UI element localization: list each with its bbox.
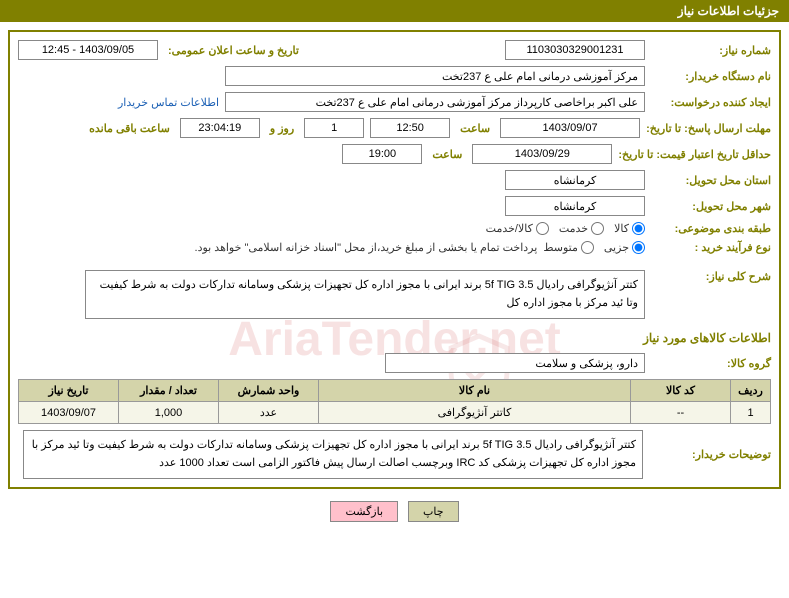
purchase-type-label: نوع فرآیند خرید :: [651, 241, 771, 254]
deadline-time-label: ساعت: [456, 122, 494, 135]
validity-date-field: 1403/09/29: [472, 144, 612, 164]
radio-service-label: خدمت: [559, 222, 588, 235]
back-button[interactable]: بازگشت: [330, 501, 398, 522]
need-number-field: 1103030329001231: [505, 40, 645, 60]
button-row: چاپ بازگشت: [0, 501, 789, 522]
items-section-title: اطلاعات کالاهای مورد نیاز: [18, 331, 771, 345]
col-unit: واحد شمارش: [219, 380, 319, 402]
page-header: جزئیات اطلاعات نیاز: [0, 0, 789, 22]
cell-row-num: 1: [731, 402, 771, 424]
main-form-panel: AriaTender.net شماره نیاز: 1103030329001…: [8, 30, 781, 489]
category-radio-group: کالا خدمت کالا/خدمت: [486, 222, 645, 235]
city-field: کرمانشاه: [505, 196, 645, 216]
radio-partial-label: جزیی: [604, 241, 629, 254]
row-requester: ایجاد کننده درخواست: علی اکبر براخاصی کا…: [18, 92, 771, 112]
validity-time-field: 19:00: [342, 144, 422, 164]
city-label: شهر محل تحویل:: [651, 200, 771, 213]
general-desc-field: کتتر آنژیوگرافی رادیال 3.5 5f TIG برند ا…: [85, 270, 645, 319]
province-field: کرمانشاه: [505, 170, 645, 190]
print-button[interactable]: چاپ: [408, 501, 459, 522]
announce-label: تاریخ و ساعت اعلان عمومی:: [164, 44, 303, 57]
row-need-number: شماره نیاز: 1103030329001231 تاریخ و ساع…: [18, 40, 771, 60]
col-need-date: تاریخ نیاز: [19, 380, 119, 402]
row-province: استان محل تحویل: کرمانشاه: [18, 170, 771, 190]
col-goods-name: نام کالا: [319, 380, 631, 402]
cell-need-date: 1403/09/07: [19, 402, 119, 424]
col-row-num: ردیف: [731, 380, 771, 402]
row-validity: حداقل تاریخ اعتبار قیمت: تا تاریخ: 1403/…: [18, 144, 771, 164]
row-buyer-org: نام دستگاه خریدار: مرکز آموزشی درمانی ام…: [18, 66, 771, 86]
requester-label: ایجاد کننده درخواست:: [651, 96, 771, 109]
items-table: ردیف کد کالا نام کالا واحد شمارش تعداد /…: [18, 379, 771, 424]
category-label: طبقه بندی موضوعی:: [651, 222, 771, 235]
col-goods-code: کد کالا: [631, 380, 731, 402]
row-general-desc: شرح کلی نیاز: کتتر آنژیوگرافی رادیال 3.5…: [18, 270, 771, 319]
countdown-field: 23:04:19: [180, 118, 260, 138]
deadline-label: مهلت ارسال پاسخ: تا تاریخ:: [646, 122, 771, 135]
row-deadline: مهلت ارسال پاسخ: تا تاریخ: 1403/09/07 سا…: [18, 118, 771, 138]
items-table-body: 1 -- کاتتر آنژیوگرافی عدد 1,000 1403/09/…: [19, 402, 771, 424]
radio-medium-input[interactable]: [581, 241, 594, 254]
cell-qty: 1,000: [119, 402, 219, 424]
page-title: جزئیات اطلاعات نیاز: [678, 4, 779, 18]
radio-medium-label: متوسط: [543, 241, 578, 254]
cell-unit: عدد: [219, 402, 319, 424]
radio-partial[interactable]: جزیی: [604, 241, 645, 254]
requester-field: علی اکبر براخاصی کارپرداز مرکز آموزشی در…: [225, 92, 645, 112]
radio-goods-label: کالا: [614, 222, 629, 235]
buyer-org-label: نام دستگاه خریدار:: [651, 70, 771, 83]
need-number-label: شماره نیاز:: [651, 44, 771, 57]
deadline-date-field: 1403/09/07: [500, 118, 640, 138]
radio-partial-input[interactable]: [632, 241, 645, 254]
buyer-org-field: مرکز آموزشی درمانی امام علی ع 237تخت: [225, 66, 645, 86]
radio-service-input[interactable]: [591, 222, 604, 235]
table-row: 1 -- کاتتر آنژیوگرافی عدد 1,000 1403/09/…: [19, 402, 771, 424]
buyer-notes-label: توضیحات خریدار:: [651, 448, 771, 461]
purchase-type-radio-group: جزیی متوسط: [543, 241, 645, 254]
radio-goods[interactable]: کالا: [614, 222, 645, 235]
row-city: شهر محل تحویل: کرمانشاه: [18, 196, 771, 216]
radio-goods-input[interactable]: [632, 222, 645, 235]
cell-goods-name: کاتتر آنژیوگرافی: [319, 402, 631, 424]
row-buyer-notes: توضیحات خریدار: کتتر آنژیوگرافی رادیال 3…: [18, 430, 771, 479]
province-label: استان محل تحویل:: [651, 174, 771, 187]
col-qty: تعداد / مقدار: [119, 380, 219, 402]
general-desc-label: شرح کلی نیاز:: [651, 270, 771, 283]
buyer-notes-field: کتتر آنژیوگرافی رادیال 3.5 5f TIG برند ا…: [23, 430, 643, 479]
buyer-contact-link[interactable]: اطلاعات تماس خریدار: [118, 96, 219, 109]
row-purchase-type: نوع فرآیند خرید : جزیی متوسط پرداخت تمام…: [18, 241, 771, 254]
days-and-label: روز و: [266, 122, 298, 135]
days-count-field: 1: [304, 118, 364, 138]
validity-time-label: ساعت: [428, 148, 466, 161]
radio-goods-service[interactable]: کالا/خدمت: [486, 222, 549, 235]
goods-group-field: دارو، پزشکی و سلامت: [385, 353, 645, 373]
row-goods-group: گروه کالا: دارو، پزشکی و سلامت: [18, 353, 771, 373]
radio-goods-service-label: کالا/خدمت: [486, 222, 533, 235]
validity-label: حداقل تاریخ اعتبار قیمت: تا تاریخ:: [618, 148, 771, 161]
remaining-label: ساعت باقی مانده: [85, 122, 174, 135]
goods-group-label: گروه کالا:: [651, 357, 771, 370]
row-category: طبقه بندی موضوعی: کالا خدمت کالا/خدمت: [18, 222, 771, 235]
cell-goods-code: --: [631, 402, 731, 424]
radio-medium[interactable]: متوسط: [543, 241, 594, 254]
purchase-note: پرداخت تمام یا بخشی از مبلغ خرید،از محل …: [195, 241, 538, 254]
radio-service[interactable]: خدمت: [559, 222, 604, 235]
deadline-time-field: 12:50: [370, 118, 450, 138]
items-table-head: ردیف کد کالا نام کالا واحد شمارش تعداد /…: [19, 380, 771, 402]
radio-goods-service-input[interactable]: [536, 222, 549, 235]
announce-value: 1403/09/05 - 12:45: [18, 40, 158, 60]
